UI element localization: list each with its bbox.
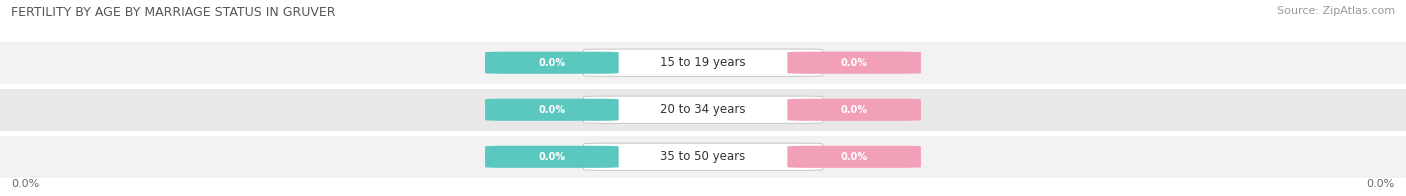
FancyBboxPatch shape bbox=[583, 96, 823, 123]
FancyBboxPatch shape bbox=[787, 52, 921, 74]
Text: 0.0%: 0.0% bbox=[11, 179, 39, 189]
Text: 0.0%: 0.0% bbox=[841, 58, 868, 68]
Text: 0.0%: 0.0% bbox=[841, 152, 868, 162]
FancyBboxPatch shape bbox=[583, 49, 823, 76]
FancyBboxPatch shape bbox=[485, 146, 619, 168]
Text: 0.0%: 0.0% bbox=[841, 105, 868, 115]
FancyBboxPatch shape bbox=[0, 136, 1406, 178]
FancyBboxPatch shape bbox=[583, 143, 823, 171]
FancyBboxPatch shape bbox=[485, 52, 619, 74]
Text: 0.0%: 0.0% bbox=[538, 152, 565, 162]
Text: 15 to 19 years: 15 to 19 years bbox=[661, 56, 745, 69]
Text: Source: ZipAtlas.com: Source: ZipAtlas.com bbox=[1277, 6, 1395, 16]
FancyBboxPatch shape bbox=[787, 146, 921, 168]
Text: 0.0%: 0.0% bbox=[538, 58, 565, 68]
FancyBboxPatch shape bbox=[485, 99, 619, 121]
Text: 35 to 50 years: 35 to 50 years bbox=[661, 150, 745, 163]
FancyBboxPatch shape bbox=[0, 89, 1406, 131]
FancyBboxPatch shape bbox=[0, 42, 1406, 84]
Text: 20 to 34 years: 20 to 34 years bbox=[661, 103, 745, 116]
Text: FERTILITY BY AGE BY MARRIAGE STATUS IN GRUVER: FERTILITY BY AGE BY MARRIAGE STATUS IN G… bbox=[11, 6, 336, 19]
FancyBboxPatch shape bbox=[787, 99, 921, 121]
Text: 0.0%: 0.0% bbox=[1367, 179, 1395, 189]
Text: 0.0%: 0.0% bbox=[538, 105, 565, 115]
